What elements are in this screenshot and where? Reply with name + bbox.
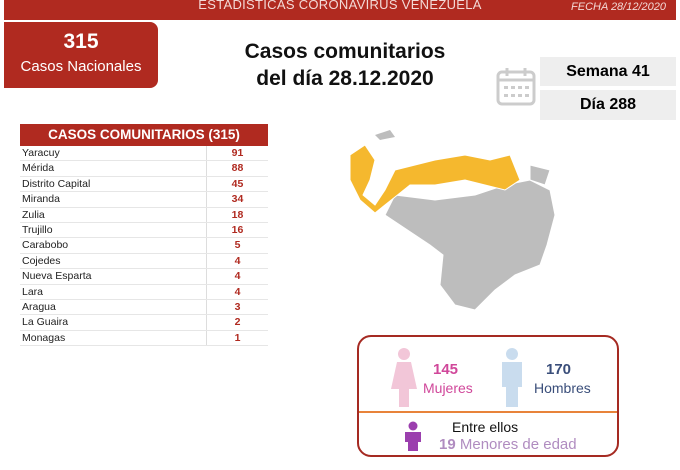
state-name: Aragua (22, 300, 56, 313)
venezuela-map (349, 130, 556, 311)
women-label: Mujeres (423, 380, 473, 396)
table-header: CASOS COMUNITARIOS (315) (20, 124, 268, 146)
banner-title: ESTADÍSTICAS CORONAVIRUS VENEZUELA (198, 0, 482, 12)
table-row: Mérida 88 (20, 161, 268, 177)
minors-count: 19 (439, 436, 456, 453)
state-name: Trujillo (22, 223, 53, 236)
men-label: Hombres (534, 380, 591, 396)
case-count: 1 (206, 330, 268, 346)
woman-icon (391, 348, 417, 407)
table-row: Lara 4 (20, 284, 268, 300)
table-row: Distrito Capital 45 (20, 176, 268, 193)
divider (359, 411, 617, 413)
state-name: Lara (22, 285, 44, 298)
case-count: 5 (206, 238, 268, 253)
map-south-region (384, 179, 556, 311)
table-row: Aragua 3 (20, 299, 268, 316)
state-name: Yaracuy (22, 147, 60, 159)
table-row: Zulia 18 (20, 207, 268, 223)
state-name: Nueva Esparta (22, 270, 92, 283)
day-label: Día 288 (540, 90, 676, 120)
state-name: Cojedes (22, 254, 61, 267)
case-count: 3 (206, 299, 268, 315)
table-row: Trujillo 16 (20, 222, 268, 239)
table-row: La Guaira 2 (20, 315, 268, 331)
table-row: Carabobo 5 (20, 238, 268, 254)
case-count: 16 (206, 222, 268, 238)
state-name: Zulia (22, 208, 45, 221)
case-count: 34 (206, 192, 268, 207)
banner-date: FECHA 28/12/2020 (571, 1, 666, 13)
gender-summary-box: 145 Mujeres 170 Hombres Entre ellos 19 M… (357, 335, 619, 457)
table-row: Yaracuy 91 (20, 146, 268, 162)
page-title: Casos comunitarios del día 28.12.2020 (230, 38, 460, 92)
case-count: 18 (206, 207, 268, 222)
man-icon (502, 348, 522, 407)
top-banner: ESTADÍSTICAS CORONAVIRUS VENEZUELA FECHA… (4, 0, 676, 20)
national-cases-card: 315 Casos Nacionales (4, 22, 158, 88)
case-count: 91 (206, 146, 268, 161)
child-icon (405, 421, 421, 451)
table-row: Nueva Esparta 4 (20, 269, 268, 285)
case-count: 4 (206, 269, 268, 284)
table-row: Cojedes 4 (20, 253, 268, 270)
map-affected-states (349, 144, 521, 214)
state-name: Carabobo (22, 239, 69, 252)
week-label: Semana 41 (540, 57, 676, 86)
calendar-icon (496, 68, 536, 106)
state-name: Miranda (22, 193, 60, 206)
women-count: 145 (433, 361, 459, 378)
title-line-2: del día 28.12.2020 (256, 67, 434, 90)
map-east-region (529, 164, 551, 186)
case-count: 2 (206, 315, 268, 330)
minors-label: Menores de edad (459, 436, 577, 453)
state-name: Monagas (22, 331, 66, 344)
table-row: Miranda 34 (20, 192, 268, 208)
state-name: La Guaira (22, 316, 69, 329)
among-label: Entre ellos (452, 419, 519, 435)
table-row: Monagas 1 (20, 330, 268, 347)
state-name: Mérida (22, 162, 55, 175)
community-cases-table: CASOS COMUNITARIOS (315) Yaracuy 91 Mérida… (20, 124, 268, 347)
national-cases-label: Casos Nacionales (20, 58, 142, 75)
national-cases-count: 315 (63, 30, 99, 53)
case-count: 4 (206, 253, 268, 269)
case-count: 4 (206, 284, 268, 299)
men-count: 170 (546, 361, 572, 378)
map-island (375, 130, 395, 140)
title-line-1: Casos comunitarios (244, 40, 446, 63)
case-count: 88 (206, 161, 268, 176)
case-count: 45 (206, 176, 268, 192)
state-name: Distrito Capital (22, 177, 91, 190)
